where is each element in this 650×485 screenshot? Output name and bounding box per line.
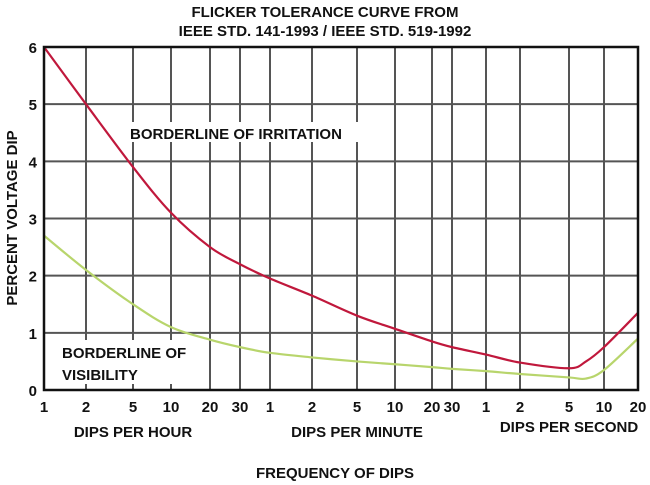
- y-tick-label: 1: [29, 326, 37, 343]
- x-tick-label: 30: [232, 399, 249, 416]
- x-tick-label: 20: [202, 399, 219, 416]
- grid: [43, 46, 639, 391]
- y-axis-label: PERCENT VOLTAGE DIP: [4, 130, 21, 305]
- x-tick-label: 5: [353, 399, 361, 416]
- chart-title-line-2: IEEE STD. 141-1993 / IEEE STD. 519-1992: [179, 23, 472, 40]
- y-tick-label: 4: [29, 154, 38, 171]
- x-tick-label: 1: [266, 399, 274, 416]
- x-tick-label: 10: [596, 399, 613, 416]
- x-tick-label: 1: [40, 399, 48, 416]
- x-tick-label: 20: [630, 399, 647, 416]
- x-group-minute: DIPS PER MINUTE: [291, 424, 423, 441]
- x-tick-label: 10: [387, 399, 404, 416]
- irritation-curve: [43, 46, 639, 370]
- y-tick-label: 0: [29, 383, 37, 400]
- y-tick-label: 5: [29, 97, 37, 114]
- y-tick-label: 6: [29, 40, 37, 57]
- x-tick-label: 30: [444, 399, 461, 416]
- x-tick-label: 2: [82, 399, 90, 416]
- x-tick-label: 5: [565, 399, 573, 416]
- visibility-label-line-2: VISIBILITY: [62, 367, 138, 384]
- visibility-label-line-1: BORDERLINE OF: [62, 345, 186, 362]
- label-background: [127, 122, 365, 142]
- y-tick-label: 2: [29, 269, 37, 286]
- x-group-hour: DIPS PER HOUR: [74, 424, 193, 441]
- x-axis-label: FREQUENCY OF DIPS: [256, 465, 414, 482]
- series-lines: BORDERLINE OF IRRITATION BORDERLINE OF VIS…: [43, 46, 639, 384]
- chart-title-line-1: FLICKER TOLERANCE CURVE FROM: [192, 4, 459, 21]
- x-tick-label: 10: [163, 399, 180, 416]
- x-tick-label: 5: [129, 399, 137, 416]
- label-background: [60, 340, 202, 384]
- visibility-curve: [43, 234, 639, 381]
- x-tick-label: 2: [308, 399, 316, 416]
- x-group-second: DIPS PER SECOND: [500, 419, 639, 436]
- irritation-label: BORDERLINE OF IRRITATION: [130, 126, 342, 143]
- x-tick-label: 1: [482, 399, 490, 416]
- x-tick-label: 2: [516, 399, 524, 416]
- y-tick-label: 3: [29, 212, 37, 229]
- plot-frame: [42, 45, 640, 392]
- x-tick-label: 20: [424, 399, 441, 416]
